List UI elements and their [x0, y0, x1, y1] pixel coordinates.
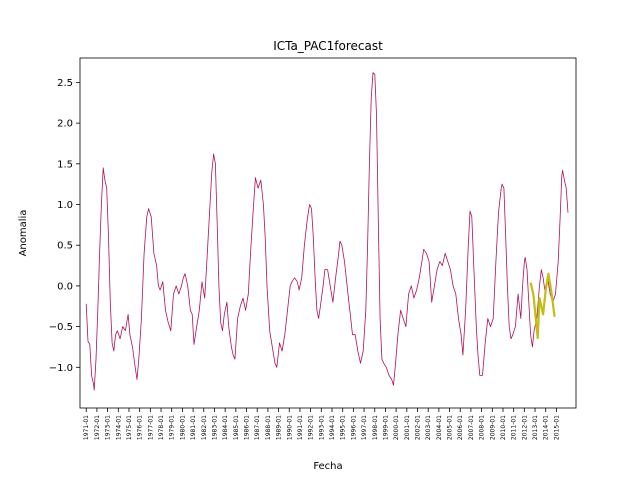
x-tick-label: 1988-01: [265, 415, 272, 440]
y-tick-label: 2.0: [57, 119, 73, 130]
series-1-line: [85, 72, 569, 391]
x-tick-label: 1992-01: [308, 415, 315, 440]
x-tick-label: 1987-01: [254, 415, 261, 440]
x-tick-label: 2000-01: [393, 415, 400, 440]
y-tick-label: 0.5: [57, 241, 73, 252]
x-tick-label: 2015-01: [553, 415, 560, 440]
y-tick-label: 0.0: [57, 281, 73, 292]
x-tick-label: 1990-01: [286, 415, 293, 440]
x-tick-label: 1984-01: [222, 415, 229, 440]
x-tick-label: 1986-01: [244, 415, 251, 440]
y-tick-label: 1.0: [57, 200, 73, 211]
x-tick-label: 1993-01: [318, 415, 325, 440]
x-tick-label: 1972-01: [94, 415, 101, 440]
x-tick-label: 1999-01: [382, 415, 389, 440]
y-axis-label: Anomalia: [18, 210, 29, 257]
x-tick-label: 1975-01: [126, 415, 133, 440]
y-tick-label: −1.0: [49, 363, 73, 374]
x-tick-label: 1973-01: [105, 415, 112, 440]
x-tick-label: 1977-01: [147, 415, 154, 440]
x-tick-label: 2005-01: [447, 415, 454, 440]
x-tick-label: 1994-01: [329, 415, 336, 440]
chart-title: ICTa_PAC1forecast: [273, 39, 383, 53]
x-tick-label: 1991-01: [297, 415, 304, 440]
x-tick-label: 1979-01: [169, 415, 176, 440]
x-tick-label: 1998-01: [372, 415, 379, 440]
x-tick-label: 1971-01: [83, 415, 90, 440]
x-tick-label: 1989-01: [276, 415, 283, 440]
x-axis-label: Fecha: [313, 461, 342, 472]
x-tick-label: 2004-01: [436, 415, 443, 440]
x-tick-label: 2008-01: [479, 415, 486, 440]
x-axis: 1971-01 1972-01 1973-01 1974-01 1975-01 1976-…: [83, 408, 560, 440]
y-axis: −1.0 −0.5 0.0 0.5 1.0 1.5 2.0 2.5: [49, 78, 80, 374]
x-tick-label: 1978-01: [158, 415, 165, 440]
x-tick-label: 2011-01: [511, 415, 518, 440]
series-layer: [85, 72, 569, 391]
plot-frame: [79, 57, 577, 409]
x-tick-label: 1981-01: [190, 415, 197, 440]
y-tick-label: −0.5: [49, 322, 73, 333]
x-tick-label: 2001-01: [404, 415, 411, 440]
x-tick-label: 2006-01: [457, 415, 464, 440]
x-tick-label: 2010-01: [500, 415, 507, 440]
x-tick-label: 2009-01: [489, 415, 496, 440]
x-tick-label: 2013-01: [532, 415, 539, 440]
y-tick-label: 1.5: [57, 159, 73, 170]
x-tick-label: 2012-01: [521, 415, 528, 440]
x-tick-label: 1976-01: [137, 415, 144, 440]
x-tick-label: 1982-01: [201, 415, 208, 440]
x-tick-label: 2002-01: [415, 415, 422, 440]
x-tick-label: 1995-01: [340, 415, 347, 440]
x-tick-label: 1974-01: [115, 415, 122, 440]
x-tick-label: 1983-01: [212, 415, 219, 440]
x-tick-label: 2003-01: [425, 415, 432, 440]
x-tick-label: 1996-01: [350, 415, 357, 440]
x-tick-label: 1985-01: [233, 415, 240, 440]
x-tick-label: 2014-01: [543, 415, 550, 440]
series-2-line: [529, 272, 556, 340]
x-tick-label: 1980-01: [179, 415, 186, 440]
y-tick-label: 2.5: [57, 78, 73, 89]
x-tick-label: 2007-01: [468, 415, 475, 440]
x-tick-label: 1997-01: [361, 415, 368, 440]
